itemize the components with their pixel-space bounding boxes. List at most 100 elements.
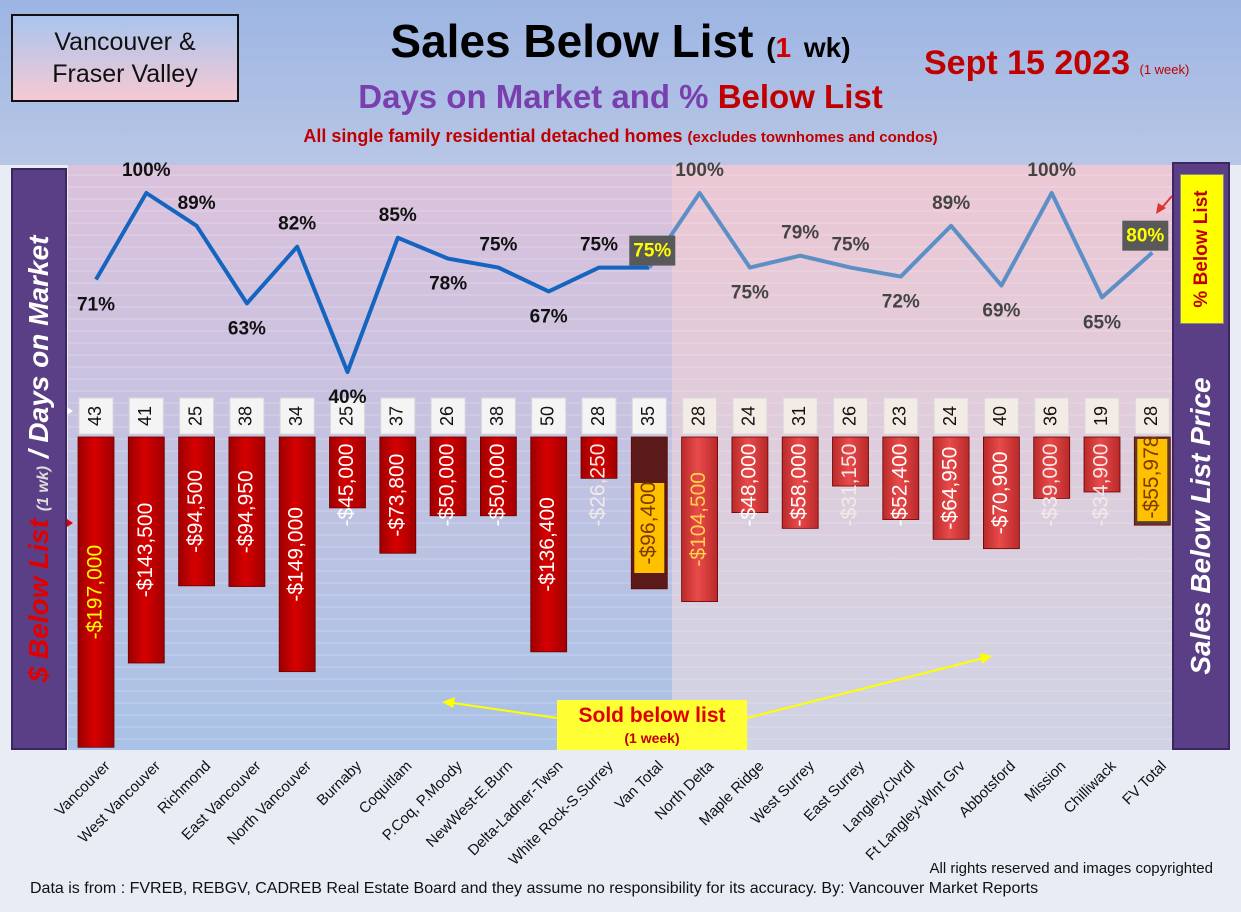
sold-below-list-box: Sold below list (1 week) xyxy=(557,700,747,750)
pct-label-21: 80% xyxy=(1126,226,1164,247)
bar-value-label-11: -$96,400 xyxy=(637,482,660,565)
pct-label-19: 100% xyxy=(1027,160,1076,181)
arrow-left-head xyxy=(442,697,455,708)
bar-value-label-5: -$45,000 xyxy=(335,444,358,527)
bar-value-label-21: -$55,978 xyxy=(1140,436,1163,519)
pct-label-12: 100% xyxy=(675,160,724,181)
scope-note: All single family residential detached h… xyxy=(0,126,1241,147)
pct-line-fraser-valley xyxy=(647,191,1154,300)
dom-box-2 xyxy=(179,397,215,435)
bar-2 xyxy=(178,436,216,587)
dom-box-10 xyxy=(581,397,617,435)
subtitle-part2: Below List xyxy=(717,78,883,115)
dom-box-11 xyxy=(631,397,667,435)
dom-value-0: 43 xyxy=(85,406,105,426)
dom-value-8: 38 xyxy=(487,406,507,426)
dom-value-16: 23 xyxy=(890,406,910,426)
subtitle-part1: Days on Market and % xyxy=(358,78,709,115)
bar-19 xyxy=(1033,436,1071,499)
bar-12 xyxy=(681,436,718,602)
bar-value-label-1: -$143,500 xyxy=(134,503,157,598)
bar-value-label-8: -$50,000 xyxy=(486,444,509,527)
pct-label-1: 100% xyxy=(122,160,171,181)
dom-value-2: 25 xyxy=(185,406,205,426)
pct-label-14: 79% xyxy=(781,223,819,244)
dom-value-13: 24 xyxy=(739,406,759,426)
pct-total-box-21 xyxy=(1122,220,1169,251)
pct-label-3: 63% xyxy=(228,318,266,339)
category-axis-background xyxy=(0,750,1241,912)
dom-box-0 xyxy=(78,397,114,435)
date-main: Sept 15 2023 xyxy=(924,44,1131,82)
percent-line-group: 71% 100% 89% 63% 82% 40% 85% 78% 75% 67% 75% 75% 100… xyxy=(77,160,1169,408)
bar-16 xyxy=(882,436,920,520)
pct-label-16: 72% xyxy=(882,292,920,313)
pct-below-list-label: % Below List xyxy=(1191,190,1212,308)
pct-label-18: 69% xyxy=(982,300,1020,321)
bar-value-label-16: -$52,400 xyxy=(888,444,911,527)
bar-value-label-3: -$94,950 xyxy=(234,470,257,553)
footer-source: Data is from : FVREB, REBGV, CADREB Real… xyxy=(30,880,1039,897)
bar-14 xyxy=(781,436,819,529)
total-label-bg-11 xyxy=(634,483,665,573)
bar-value-label-13: -$48,000 xyxy=(737,444,760,527)
footer-copyright: All rights reserved and images copyright… xyxy=(929,860,1213,877)
bar-value-label-10: -$26,250 xyxy=(587,444,610,527)
bar-4 xyxy=(278,436,316,673)
dom-box-6 xyxy=(380,397,416,435)
dom-value-1: 41 xyxy=(135,406,155,426)
dom-box-16 xyxy=(883,397,919,435)
pct-label-9: 67% xyxy=(530,306,568,327)
bar-1 xyxy=(127,436,165,664)
pct-line-vancouver xyxy=(94,191,650,374)
right-axis-title: Sales Below List Price xyxy=(1185,377,1216,675)
dom-value-7: 26 xyxy=(437,406,457,426)
bar-value-label-4: -$149,000 xyxy=(285,507,308,602)
dom-box-12 xyxy=(682,397,718,435)
dom-value-18: 40 xyxy=(990,406,1010,426)
bar-value-label-7: -$50,000 xyxy=(436,444,459,527)
bar-value-label-20: -$34,900 xyxy=(1090,444,1113,527)
dom-box-4 xyxy=(279,397,315,435)
pct-label-11: 75% xyxy=(633,241,671,262)
dom-value-19: 36 xyxy=(1040,406,1060,426)
note-main: All single family residential detached h… xyxy=(303,126,683,146)
title-main: Sales Below List xyxy=(390,15,754,67)
bar-value-label-6: -$73,800 xyxy=(385,454,408,537)
left-axis-title-rest: / Days on Market xyxy=(23,235,54,459)
region-label-box: Vancouver & Fraser Valley xyxy=(11,14,239,102)
pct-label-13: 75% xyxy=(731,283,769,304)
bar-value-label-17: -$64,950 xyxy=(939,447,962,530)
pct-label-6: 85% xyxy=(379,205,417,226)
bar-value-label-15: -$31,150 xyxy=(838,444,861,527)
subtitle: Days on Market and % Below List xyxy=(0,78,1241,116)
pct-label-10: 75% xyxy=(580,235,618,256)
report-date: Sept 15 2023 (1 week) xyxy=(924,44,1189,83)
title-unit: wk) xyxy=(803,32,851,63)
title-paren-open: ( xyxy=(766,32,776,63)
pct-label-20: 65% xyxy=(1083,312,1121,333)
bar-8 xyxy=(479,436,517,517)
bar-20 xyxy=(1083,436,1121,493)
note-small: (excludes townhomes and condos) xyxy=(687,129,938,146)
bar-7 xyxy=(429,436,467,517)
pct-label-4: 82% xyxy=(278,214,316,235)
pct-below-list-tag: % Below List xyxy=(1180,174,1224,324)
pct-label-8: 75% xyxy=(479,235,517,256)
dom-value-12: 28 xyxy=(688,406,708,426)
dom-box-7 xyxy=(430,397,466,435)
dom-box-17 xyxy=(933,397,969,435)
days-on-market-group: 43 41 25 38 34 25 37 26 38 50 28 35 28 24 31 26 23 24 40 36… xyxy=(78,397,1170,435)
left-axis-title: $ Below List (1 wk) / Days on Market xyxy=(23,236,55,683)
dom-box-1 xyxy=(128,397,164,435)
dom-box-21 xyxy=(1134,397,1170,435)
bar-value-label-0: -$197,000 xyxy=(84,545,107,640)
dom-value-21: 28 xyxy=(1141,406,1161,426)
dom-box-19 xyxy=(1034,397,1070,435)
plot-area-vancouver xyxy=(68,165,672,750)
left-axis-title-small: (1 wk) xyxy=(35,465,52,512)
dom-value-14: 31 xyxy=(789,406,809,426)
bar-value-label-9: -$136,400 xyxy=(536,497,559,592)
dom-value-20: 19 xyxy=(1091,406,1111,426)
